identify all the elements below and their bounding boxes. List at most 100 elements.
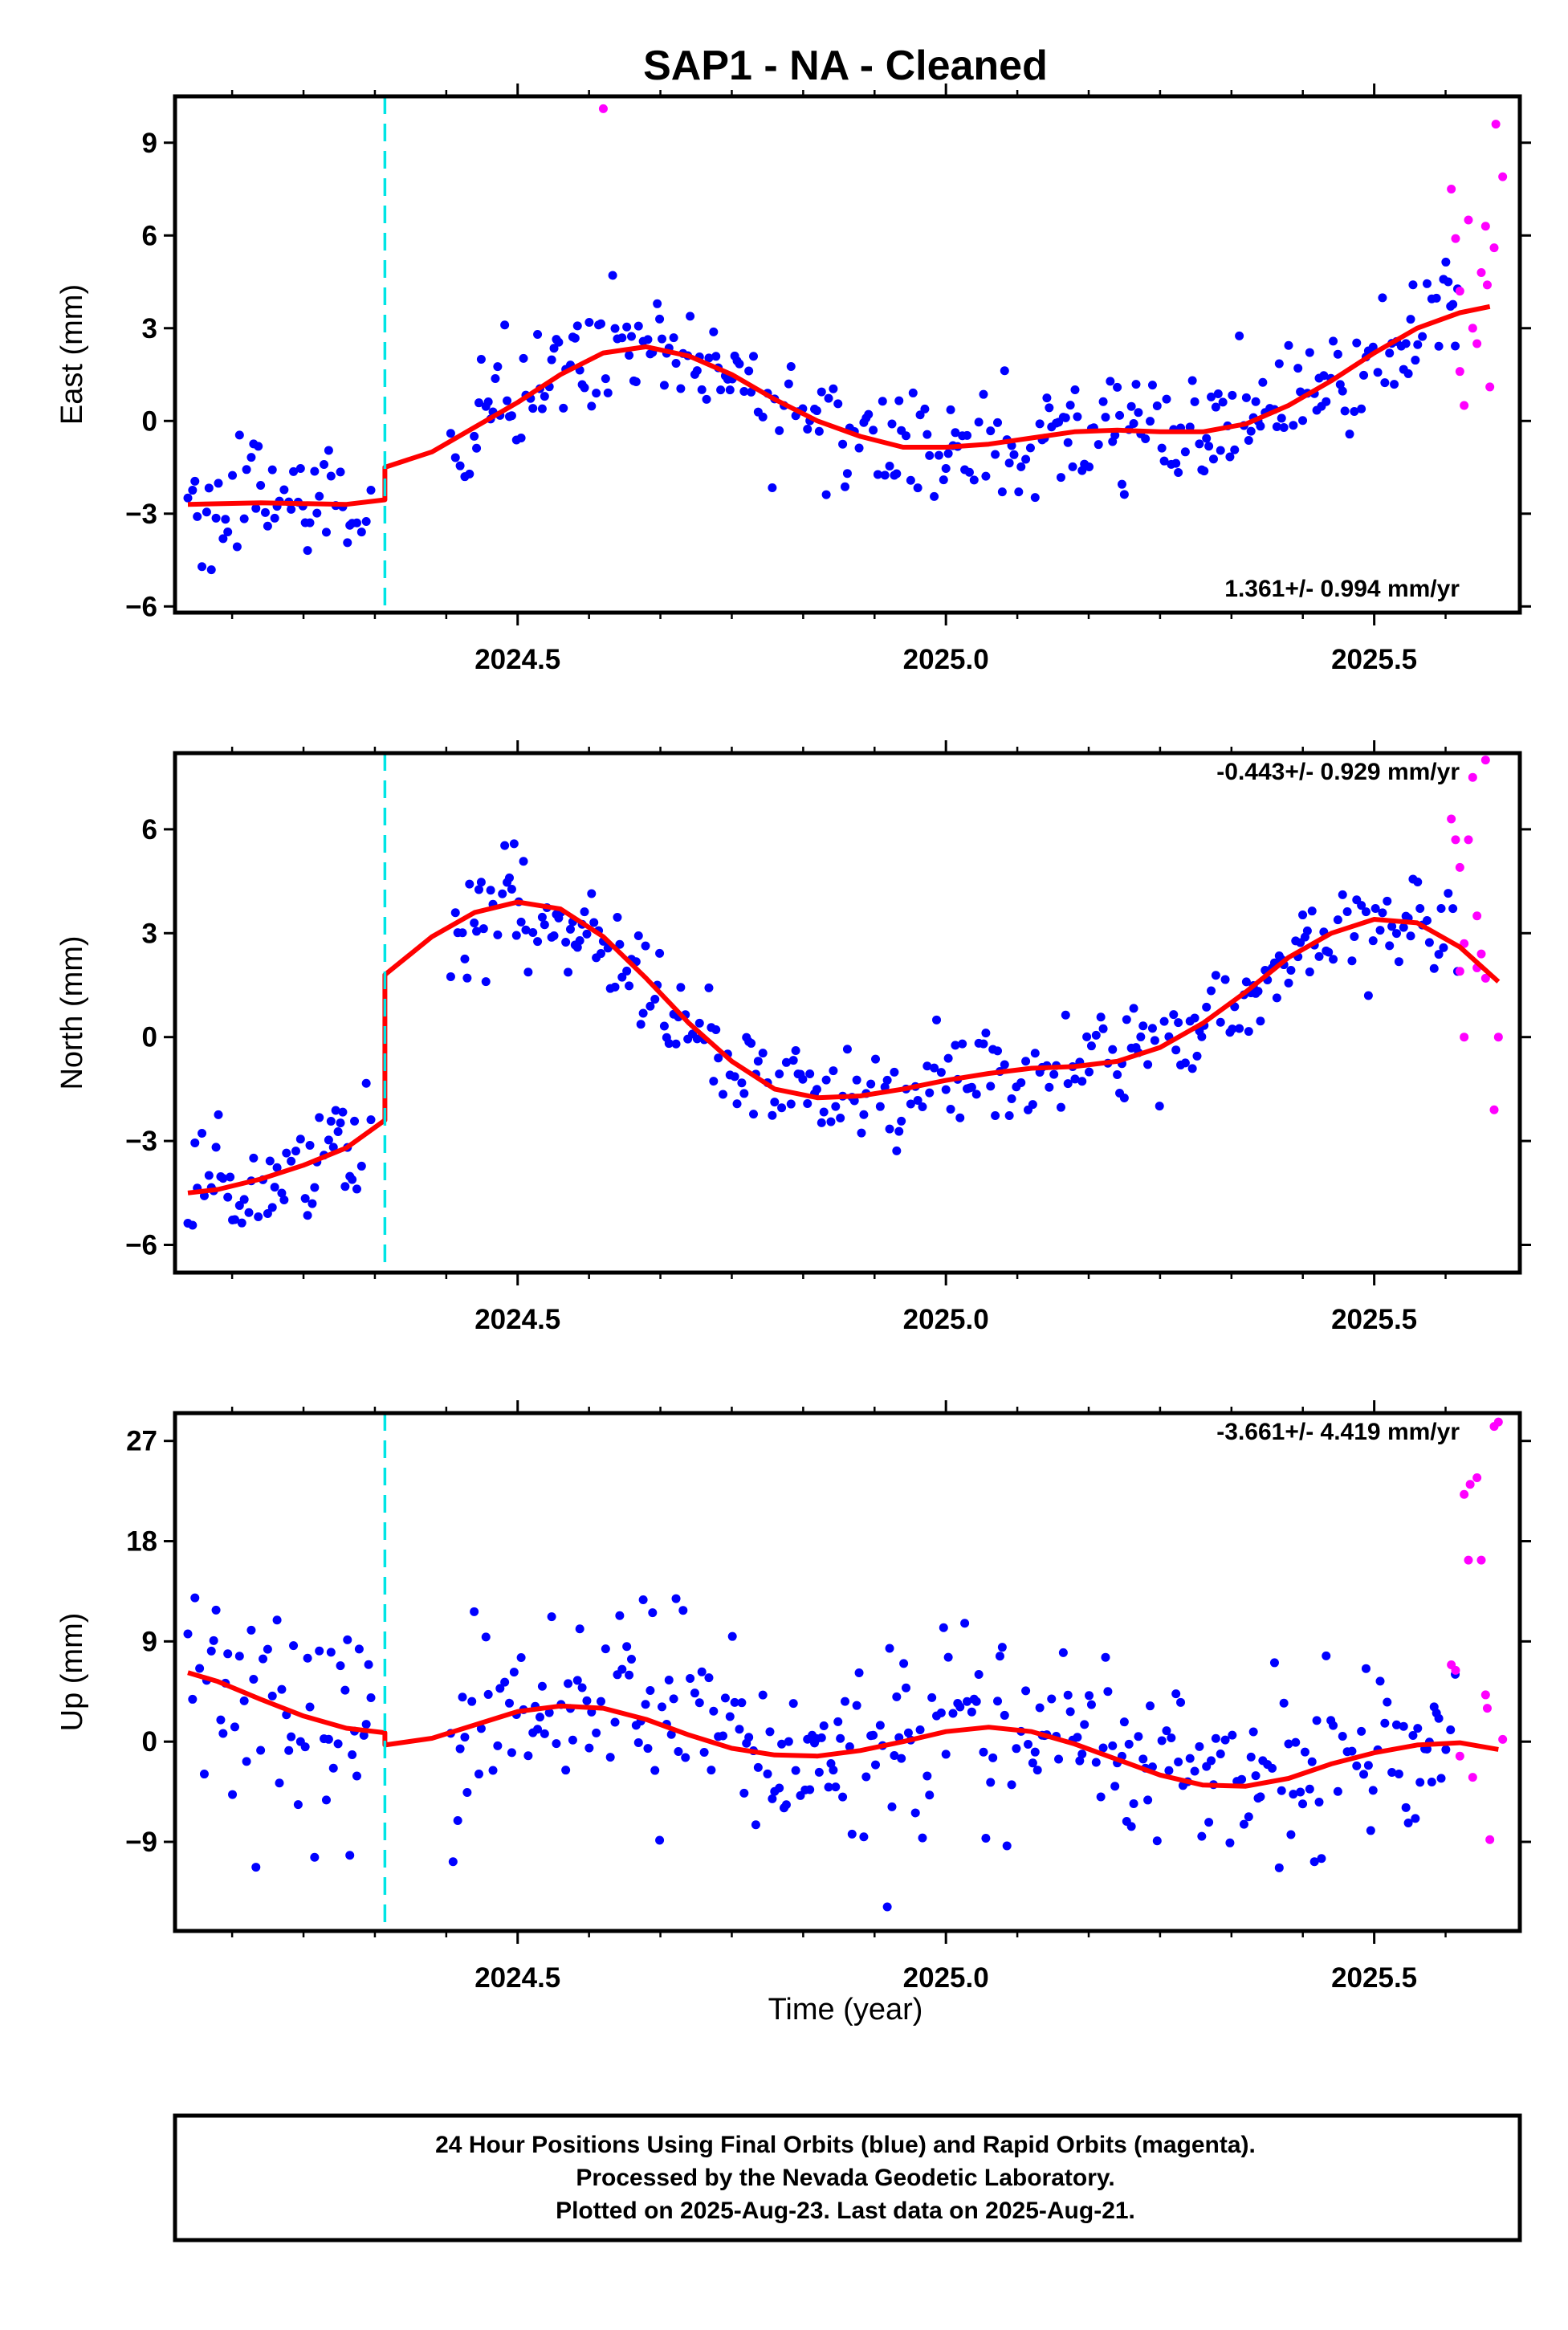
- velocity-rate-label: -0.443+/- 0.929 mm/yr: [1216, 759, 1460, 785]
- final-orbit-point: [1012, 1744, 1021, 1754]
- final-orbit-point: [653, 299, 662, 308]
- rapid-orbit-point: [1455, 967, 1464, 976]
- final-orbit-point: [939, 1623, 948, 1632]
- final-orbit-point: [1077, 1750, 1087, 1759]
- final-orbit-point: [1146, 1701, 1155, 1711]
- final-orbit-point: [326, 471, 336, 481]
- final-orbit-point: [1103, 1687, 1113, 1697]
- final-orbit-point: [775, 1783, 784, 1793]
- final-orbit-point: [234, 1652, 244, 1661]
- final-orbit-point: [833, 399, 843, 409]
- final-orbit-point: [1305, 967, 1314, 977]
- final-orbit-point: [918, 1102, 927, 1111]
- final-orbit-point: [366, 486, 376, 495]
- final-orbit-point: [596, 949, 605, 959]
- final-orbit-point: [559, 403, 568, 413]
- final-orbit-point: [841, 482, 850, 491]
- final-orbit-point: [686, 312, 695, 321]
- rapid-orbit-point: [1498, 172, 1508, 181]
- final-orbit-point: [1387, 922, 1397, 931]
- final-orbit-point: [504, 873, 514, 882]
- final-orbit-point: [1176, 1697, 1186, 1707]
- final-orbit-point: [1329, 955, 1338, 964]
- final-orbit-point: [979, 1039, 988, 1049]
- final-orbit-point: [819, 1107, 829, 1117]
- final-orbit-point: [500, 1677, 510, 1687]
- final-orbit-point: [1291, 1737, 1301, 1747]
- final-orbit-point: [948, 1709, 958, 1718]
- model-fit-line: [187, 303, 1491, 507]
- final-orbit-point: [340, 1182, 350, 1191]
- final-orbit-point: [697, 1667, 707, 1676]
- final-orbit-point: [500, 841, 510, 850]
- final-orbit-point: [202, 507, 211, 517]
- final-orbit-point: [714, 1053, 723, 1063]
- rapid-orbit-point: [1480, 756, 1490, 765]
- final-orbit-point: [1444, 277, 1453, 287]
- final-orbit-point: [277, 1188, 287, 1198]
- final-orbit-point: [666, 1729, 676, 1739]
- final-orbit-point: [209, 1635, 218, 1645]
- final-orbit-point: [361, 516, 371, 526]
- final-orbit-point: [474, 1770, 483, 1779]
- final-orbit-point: [1187, 376, 1197, 385]
- final-orbit-point: [817, 387, 826, 397]
- final-orbit-point: [1391, 929, 1401, 939]
- final-orbit-point: [643, 335, 653, 344]
- final-orbit-point: [1028, 1100, 1037, 1110]
- final-orbit-point: [1228, 390, 1237, 400]
- final-orbit-point: [1253, 987, 1263, 996]
- final-orbit-point: [230, 1722, 239, 1732]
- rapid-orbit-point: [1485, 382, 1495, 392]
- final-orbit-point: [1190, 1766, 1199, 1776]
- final-orbit-point: [857, 1128, 866, 1138]
- final-orbit-point: [498, 889, 507, 898]
- final-orbit-point: [1228, 1730, 1237, 1740]
- rapid-orbit-point: [1451, 1665, 1460, 1675]
- final-orbit-point: [321, 528, 331, 537]
- final-orbit-point: [1403, 369, 1413, 378]
- final-orbit-point: [1424, 938, 1434, 947]
- final-orbit-point: [1307, 1757, 1317, 1766]
- final-orbit-point: [1134, 1732, 1143, 1741]
- final-orbit-point: [1399, 923, 1408, 932]
- final-orbit-point: [324, 1135, 333, 1145]
- final-orbit-point: [1408, 1731, 1418, 1741]
- final-orbit-point: [704, 353, 714, 363]
- final-orbit-point: [528, 928, 538, 938]
- final-orbit-point: [1394, 1770, 1403, 1779]
- final-orbit-point: [686, 1673, 695, 1683]
- final-orbit-point: [824, 1782, 833, 1792]
- final-orbit-point: [997, 487, 1007, 497]
- final-orbit-point: [1448, 299, 1458, 309]
- final-orbit-point: [1028, 1758, 1037, 1768]
- final-orbit-point: [305, 1140, 315, 1150]
- final-orbit-point: [193, 511, 202, 521]
- final-orbit-point: [336, 1118, 345, 1128]
- final-orbit-point: [934, 450, 943, 460]
- final-orbit-point: [1413, 877, 1423, 886]
- final-orbit-point: [1436, 1774, 1446, 1783]
- final-orbit-point: [648, 1608, 658, 1618]
- final-orbit-point: [267, 465, 277, 475]
- final-orbit-point: [348, 1750, 357, 1760]
- final-orbit-point: [1021, 1057, 1031, 1066]
- rapid-orbit-point: [1455, 862, 1464, 872]
- final-orbit-point: [1380, 378, 1390, 388]
- final-orbit-point: [676, 983, 686, 992]
- final-orbit-point: [474, 398, 483, 408]
- rapid-orbit-point: [1476, 1555, 1486, 1565]
- final-orbit-point: [1357, 1726, 1366, 1736]
- y-tick-label: 0: [142, 1022, 157, 1053]
- final-orbit-point: [516, 433, 526, 442]
- final-orbit-point: [960, 1619, 970, 1628]
- final-orbit-point: [791, 1766, 800, 1775]
- final-orbit-point: [1363, 991, 1373, 1000]
- final-orbit-point: [821, 490, 831, 499]
- final-orbit-point: [1007, 1094, 1016, 1103]
- final-orbit-point: [272, 1163, 282, 1172]
- final-orbit-point: [1434, 341, 1444, 351]
- final-orbit-point: [725, 385, 735, 395]
- final-orbit-point: [739, 1089, 749, 1098]
- final-orbit-point: [352, 1771, 361, 1781]
